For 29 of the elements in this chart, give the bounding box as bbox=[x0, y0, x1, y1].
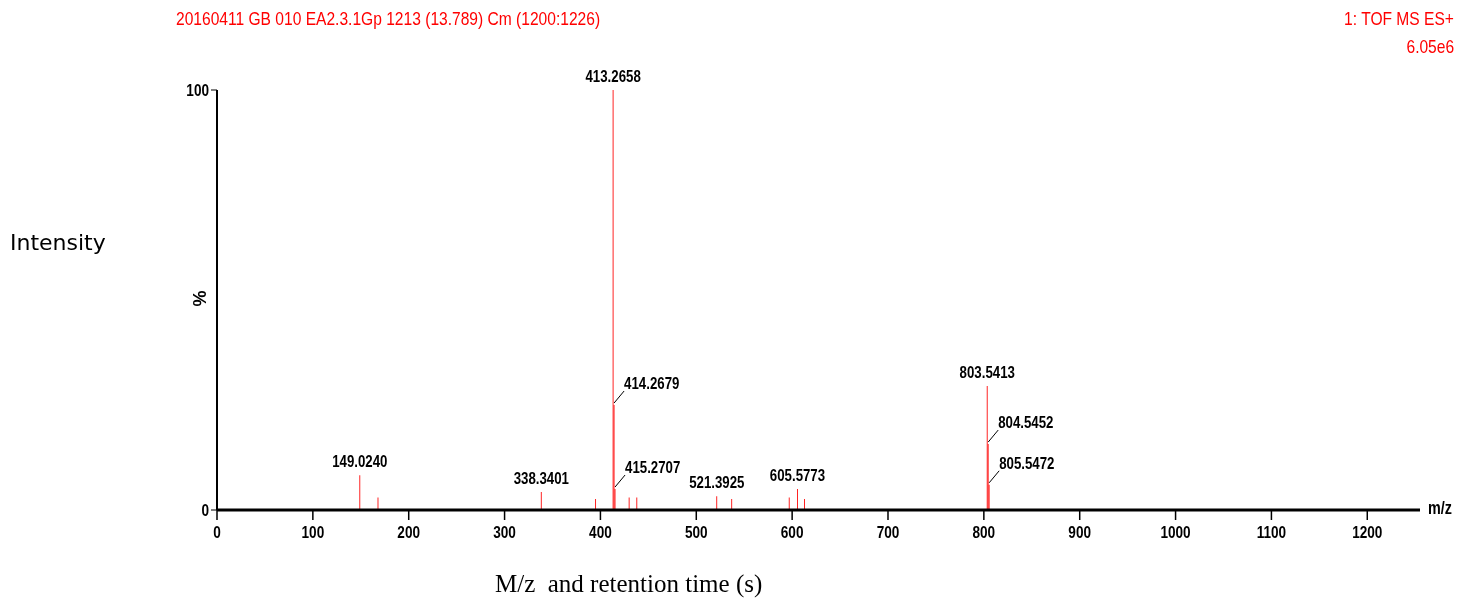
annotation: 803.5413 bbox=[959, 362, 1015, 382]
annotation: 804.5452 bbox=[998, 412, 1054, 432]
x-tick-label: 400 bbox=[589, 522, 612, 542]
y-axis-title: Intensity bbox=[10, 230, 106, 255]
x-tick-label: 600 bbox=[780, 522, 804, 542]
text: 6.05e6 bbox=[1406, 36, 1454, 58]
x-axis-title: M/z and retention time (s) bbox=[495, 570, 763, 598]
annotation: 521.3925 bbox=[689, 472, 745, 492]
annotation: 605.5773 bbox=[769, 465, 826, 485]
text: m/z bbox=[1428, 498, 1453, 519]
x-tick-label: 100 bbox=[301, 522, 325, 542]
chart-subtitle: 1: TOF MS ES+ bbox=[1344, 8, 1454, 30]
text: % bbox=[189, 290, 211, 307]
annotation: 414.2679 bbox=[624, 373, 680, 393]
chart-title: 20160411 GB 010 EA2.3.1Gp 1213 (13.789) Cm (1200:1226) bbox=[176, 8, 601, 30]
x-tick-label: 300 bbox=[493, 522, 516, 542]
annotation: 805.5472 bbox=[999, 453, 1055, 473]
x-tick-label: 500 bbox=[684, 522, 708, 542]
x-tick-label: 200 bbox=[397, 522, 421, 542]
annotation: 413.2658 bbox=[585, 66, 641, 86]
annotation: 149.0240 bbox=[332, 451, 388, 471]
x-tick-label: 800 bbox=[972, 522, 996, 542]
x-tick-label: 900 bbox=[1068, 522, 1092, 542]
x-tick-label: 1100 bbox=[1256, 522, 1287, 542]
x-tick-label: 1200 bbox=[1352, 522, 1383, 542]
x-tick-label: 1000 bbox=[1160, 522, 1191, 542]
annotation: 338.3401 bbox=[513, 468, 570, 488]
x-tick-label: 700 bbox=[876, 522, 900, 542]
annotation: 415.2707 bbox=[625, 457, 681, 477]
